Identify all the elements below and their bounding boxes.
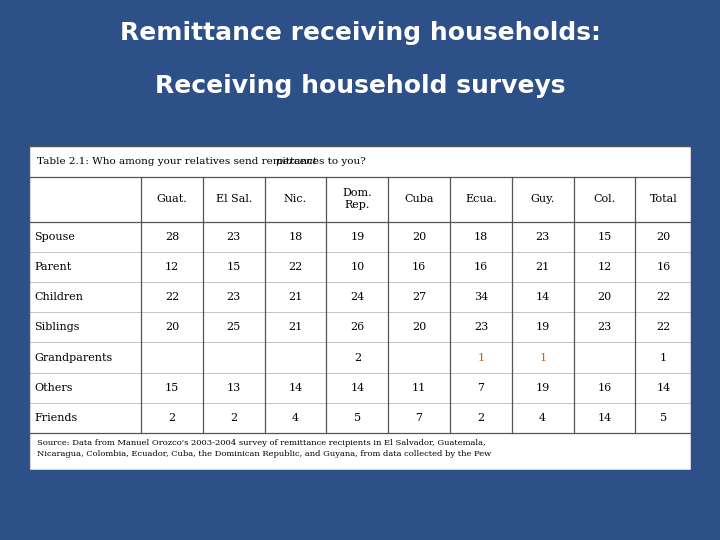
Text: 19: 19 xyxy=(536,383,550,393)
Text: Nicaragua, Colombia, Ecuador, Cuba, the Dominican Republic, and Guyana, from dat: Nicaragua, Colombia, Ecuador, Cuba, the … xyxy=(37,450,491,458)
Text: 27: 27 xyxy=(412,292,426,302)
Text: Children: Children xyxy=(34,292,83,302)
Text: Ecua.: Ecua. xyxy=(465,194,497,204)
Text: 20: 20 xyxy=(412,232,426,242)
Text: Col.: Col. xyxy=(593,194,616,204)
Text: 15: 15 xyxy=(227,262,241,272)
Text: Parent: Parent xyxy=(34,262,71,272)
Text: Nic.: Nic. xyxy=(284,194,307,204)
Text: Source: Data from Manuel Orozco's 2003-2004 survey of remittance recipients in E: Source: Data from Manuel Orozco's 2003-2… xyxy=(37,438,485,447)
Text: 26: 26 xyxy=(350,322,364,333)
Text: Cuba: Cuba xyxy=(405,194,434,204)
Text: 28: 28 xyxy=(165,232,179,242)
Text: 12: 12 xyxy=(165,262,179,272)
Text: Friends: Friends xyxy=(34,413,77,423)
Text: 22: 22 xyxy=(656,322,670,333)
Text: 11: 11 xyxy=(412,383,426,393)
Text: 23: 23 xyxy=(598,322,612,333)
Text: 2: 2 xyxy=(354,353,361,362)
Text: Total: Total xyxy=(649,194,678,204)
Text: 18: 18 xyxy=(289,232,302,242)
Text: El Sal.: El Sal. xyxy=(215,194,252,204)
Text: 16: 16 xyxy=(656,262,670,272)
Text: Guy.: Guy. xyxy=(531,194,555,204)
Text: 20: 20 xyxy=(598,292,612,302)
Text: 1: 1 xyxy=(660,353,667,362)
Text: 14: 14 xyxy=(350,383,364,393)
Text: 19: 19 xyxy=(350,232,364,242)
Text: Receiving household surveys: Receiving household surveys xyxy=(155,73,565,98)
Text: 22: 22 xyxy=(289,262,302,272)
Text: 2: 2 xyxy=(477,413,485,423)
Text: 23: 23 xyxy=(227,292,241,302)
Text: percent: percent xyxy=(273,157,317,166)
Text: 23: 23 xyxy=(536,232,550,242)
Text: 19: 19 xyxy=(536,322,550,333)
Text: 5: 5 xyxy=(660,413,667,423)
Text: Remittance receiving households:: Remittance receiving households: xyxy=(120,21,600,45)
Text: 15: 15 xyxy=(598,232,612,242)
Text: 2: 2 xyxy=(230,413,238,423)
Text: Others: Others xyxy=(34,383,73,393)
Text: 7: 7 xyxy=(415,413,423,423)
Text: 4: 4 xyxy=(292,413,299,423)
Text: 20: 20 xyxy=(412,322,426,333)
Text: 25: 25 xyxy=(227,322,241,333)
Text: 16: 16 xyxy=(412,262,426,272)
Text: 14: 14 xyxy=(536,292,550,302)
Text: Table 2.1: Who among your relatives send remittances to you?: Table 2.1: Who among your relatives send… xyxy=(37,157,366,166)
Text: 24: 24 xyxy=(350,292,364,302)
Text: Dom.
Rep.: Dom. Rep. xyxy=(343,188,372,210)
Text: 22: 22 xyxy=(165,292,179,302)
Text: 13: 13 xyxy=(227,383,241,393)
Text: 16: 16 xyxy=(474,262,488,272)
Text: 5: 5 xyxy=(354,413,361,423)
Text: 10: 10 xyxy=(350,262,364,272)
Text: 22: 22 xyxy=(656,292,670,302)
Text: 14: 14 xyxy=(656,383,670,393)
Text: Guat.: Guat. xyxy=(156,194,187,204)
Text: 16: 16 xyxy=(598,383,612,393)
Text: 18: 18 xyxy=(474,232,488,242)
Text: 2: 2 xyxy=(168,413,176,423)
Text: 21: 21 xyxy=(536,262,550,272)
Text: 21: 21 xyxy=(289,322,302,333)
Text: 4: 4 xyxy=(539,413,546,423)
Text: 23: 23 xyxy=(474,322,488,333)
Text: 34: 34 xyxy=(474,292,488,302)
Text: 14: 14 xyxy=(598,413,612,423)
Text: 7: 7 xyxy=(477,383,485,393)
Text: 20: 20 xyxy=(656,232,670,242)
Text: 1: 1 xyxy=(477,353,485,362)
Text: 14: 14 xyxy=(289,383,302,393)
Text: 12: 12 xyxy=(598,262,612,272)
Text: Grandparents: Grandparents xyxy=(34,353,112,362)
Text: Siblings: Siblings xyxy=(34,322,80,333)
Text: 21: 21 xyxy=(289,292,302,302)
Text: 15: 15 xyxy=(165,383,179,393)
Text: 23: 23 xyxy=(227,232,241,242)
Text: 1: 1 xyxy=(539,353,546,362)
Text: 20: 20 xyxy=(165,322,179,333)
Text: Spouse: Spouse xyxy=(34,232,75,242)
